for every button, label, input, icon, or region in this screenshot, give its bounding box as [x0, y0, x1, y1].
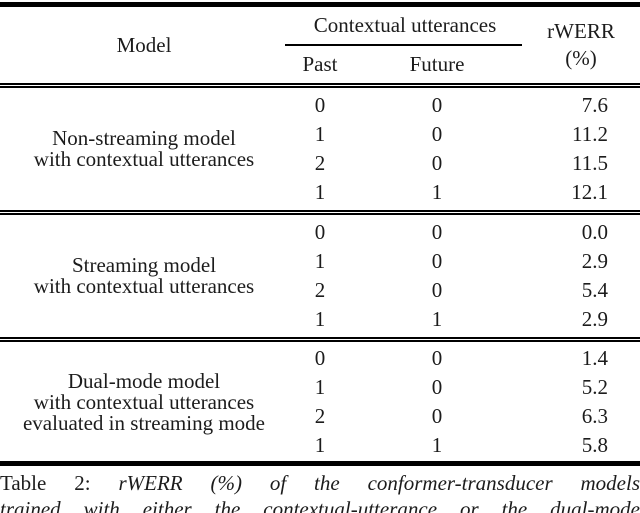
model-name-cell: Dual-mode model with contextual utteranc… — [0, 344, 288, 460]
header-past: Past — [302, 52, 338, 76]
caption-label: Table 2: — [0, 471, 91, 495]
model-name-cell: Streaming model with contextual utteranc… — [0, 218, 288, 334]
header-rwerr-line1: rWERR — [547, 19, 615, 43]
header-contextual-utterances: Contextual utterances — [313, 13, 497, 37]
table-top-rule — [0, 2, 640, 7]
header-bottom-rule — [0, 83, 640, 88]
past-value: 1 — [314, 433, 326, 457]
header-rwerr-line2: (%) — [565, 46, 597, 70]
rwerr-value: 12.1 — [571, 180, 608, 204]
rwerr-value: 7.6 — [581, 93, 608, 117]
past-value: 1 — [314, 307, 326, 331]
header-future: Future — [409, 52, 465, 76]
model-name-line: with contextual utterances — [33, 389, 255, 414]
model-name-cell: Non-streaming model with contextual utte… — [0, 91, 288, 207]
model-name-line: Dual-mode model — [67, 368, 221, 393]
past-value: 1 — [314, 375, 326, 399]
model-name-line: Non-streaming model — [52, 126, 236, 150]
rwerr-value: 11.2 — [572, 122, 608, 146]
table-section-non-streaming: Non-streaming model with contextual utte… — [0, 88, 640, 210]
header-subrow: Past Future — [288, 46, 522, 83]
model-name-line: with contextual utterances — [33, 274, 255, 298]
table-header: Model Contextual utterances Past Future … — [0, 7, 640, 83]
model-name-line: with contextual utterances — [33, 147, 255, 171]
rwerr-value: 0.0 — [581, 220, 608, 244]
rwerr-value: 2.9 — [581, 307, 608, 331]
past-value: 1 — [314, 249, 326, 273]
future-value: 0 — [431, 220, 443, 244]
section-separator-rule — [0, 337, 640, 342]
future-value: 0 — [431, 249, 443, 273]
table-caption: Table 2: rWERR (%) of the conformer-tran… — [0, 470, 640, 513]
table-section-dual-mode: Dual-mode model with contextual utteranc… — [0, 342, 640, 461]
section-separator-rule — [0, 210, 640, 215]
rwerr-value: 11.5 — [572, 151, 608, 175]
rwerr-value: 5.2 — [581, 375, 608, 399]
header-rwerr: rWERR (%) — [522, 7, 640, 83]
future-value: 1 — [431, 307, 443, 331]
model-name-line: Streaming model — [71, 253, 217, 277]
header-contextual-group: Contextual utterances Past Future — [285, 7, 522, 83]
future-value: 0 — [431, 278, 443, 302]
rwerr-value: 6.3 — [581, 404, 608, 428]
future-value: 0 — [431, 346, 443, 370]
future-value: 0 — [431, 93, 443, 117]
past-value: 0 — [314, 346, 326, 370]
rwerr-value: 2.9 — [581, 249, 608, 273]
future-value: 1 — [431, 180, 443, 204]
table-bottom-rule — [0, 461, 640, 466]
rwerr-value: 5.8 — [581, 433, 608, 457]
future-value: 0 — [431, 375, 443, 399]
future-value: 0 — [431, 122, 443, 146]
past-value: 1 — [314, 122, 326, 146]
contextual-group-rule — [285, 44, 522, 46]
past-value: 2 — [314, 151, 326, 175]
rwerr-value: 1.4 — [581, 346, 608, 370]
future-value: 0 — [431, 404, 443, 428]
caption-line1: rWERR (%) of the conformer-transducer mo… — [118, 471, 640, 495]
table-section-streaming: Streaming model with contextual utteranc… — [0, 215, 640, 337]
past-value: 1 — [314, 180, 326, 204]
rwerr-value: 5.4 — [581, 278, 608, 302]
header-model: Model — [116, 32, 172, 57]
caption-line2: trained with either the contextual-utter… — [0, 497, 640, 513]
past-value: 2 — [314, 404, 326, 428]
model-name-line: evaluated in streaming mode — [22, 410, 265, 435]
future-value: 0 — [431, 151, 443, 175]
past-value: 0 — [314, 93, 326, 117]
future-value: 1 — [431, 433, 443, 457]
past-value: 0 — [314, 220, 326, 244]
past-value: 2 — [314, 278, 326, 302]
